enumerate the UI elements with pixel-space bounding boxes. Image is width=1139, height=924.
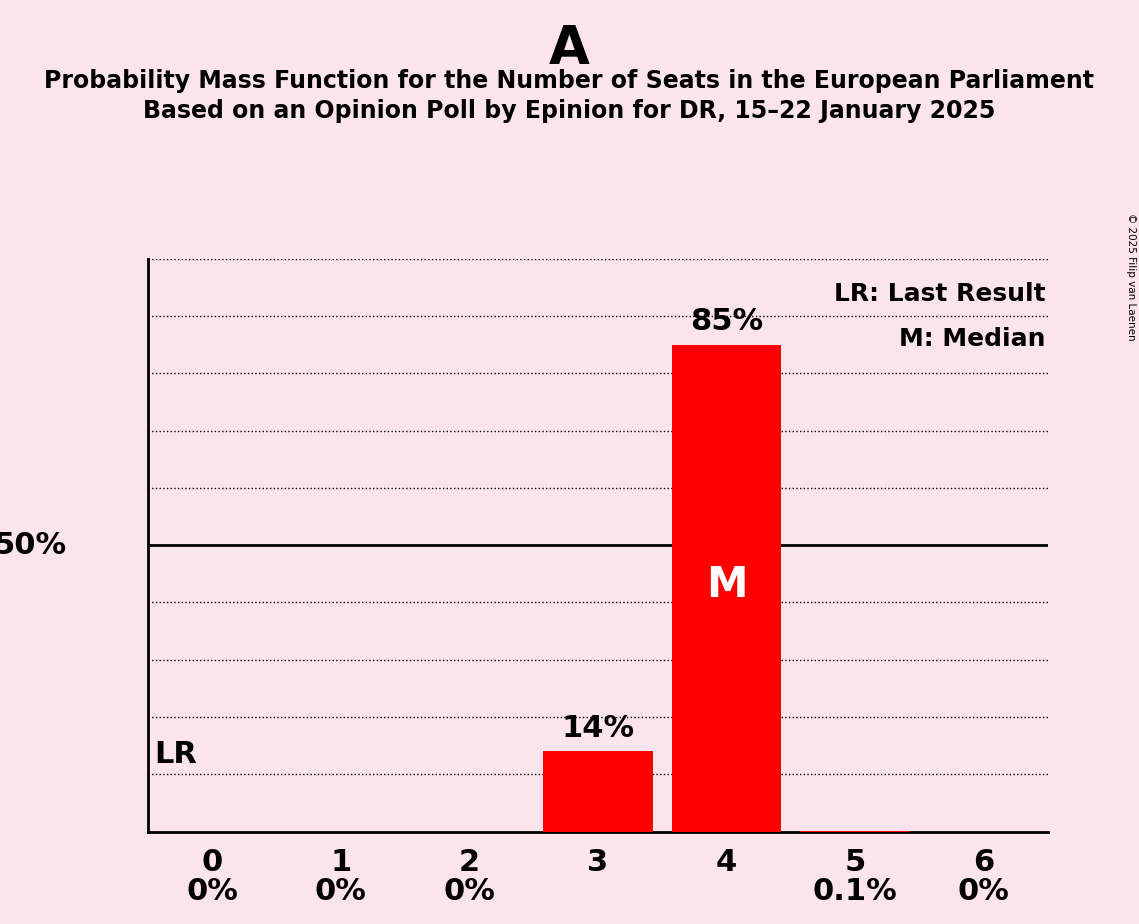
Text: 0%: 0%: [316, 878, 367, 906]
Text: Based on an Opinion Poll by Epinion for DR, 15–22 January 2025: Based on an Opinion Poll by Epinion for …: [144, 99, 995, 123]
Text: 0%: 0%: [187, 878, 238, 906]
Text: © 2025 Filip van Laenen: © 2025 Filip van Laenen: [1126, 213, 1136, 341]
Text: A: A: [549, 23, 590, 75]
Text: 50%: 50%: [0, 530, 67, 560]
Text: LR: Last Result: LR: Last Result: [834, 282, 1046, 306]
Text: 0.1%: 0.1%: [813, 878, 898, 906]
Bar: [672, 345, 781, 832]
Text: 0%: 0%: [958, 878, 1009, 906]
Text: M: M: [706, 565, 747, 606]
Text: Probability Mass Function for the Number of Seats in the European Parliament: Probability Mass Function for the Number…: [44, 69, 1095, 93]
Bar: [543, 751, 653, 832]
Text: LR: LR: [155, 739, 197, 769]
Text: 85%: 85%: [690, 307, 763, 336]
Text: 0%: 0%: [443, 878, 495, 906]
Text: M: Median: M: Median: [899, 327, 1046, 351]
Text: 14%: 14%: [562, 714, 634, 743]
